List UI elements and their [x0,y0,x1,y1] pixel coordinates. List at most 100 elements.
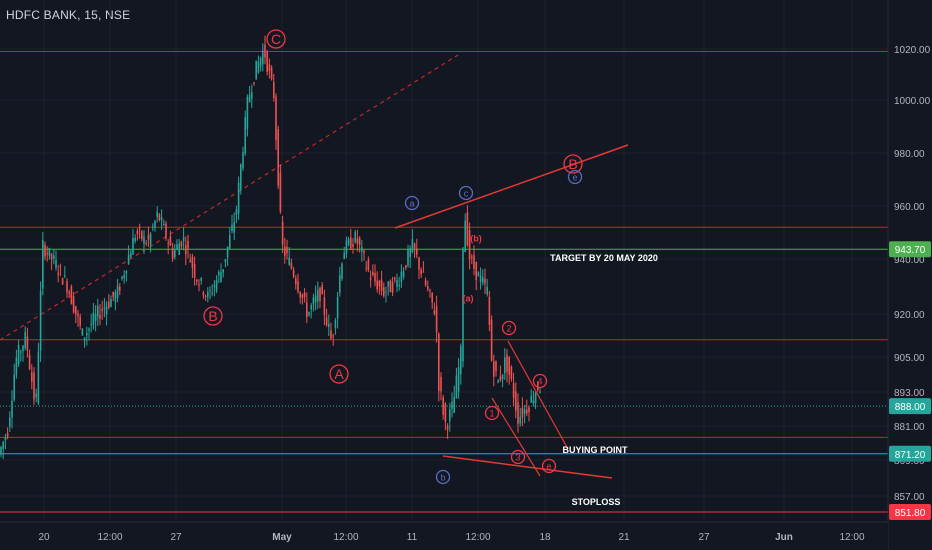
candle-body [506,354,508,372]
candle-body [457,367,460,392]
candle-body [312,297,315,305]
candle-body [334,320,337,328]
annotations: TARGET BY 20 MAY 2020 BUYING POINT STOPLOS… [203,29,658,507]
candle-body [81,329,84,336]
candle-body [376,280,378,290]
candle-body [484,278,486,284]
candle-body [369,277,372,280]
x-tick-label: 12:00 [97,532,122,543]
candle-body [521,407,524,418]
candle-body [266,51,268,73]
candle-body [158,213,161,221]
y-tick-label: 1020.00 [894,45,931,56]
candle-body [405,265,407,268]
x-tick-label: 27 [170,532,182,543]
wave-label-circle [329,364,349,384]
wave-label: a [409,199,414,209]
candle-body [31,372,33,382]
candle-body [515,391,517,411]
candle-body [268,64,271,71]
candle-body [367,259,370,271]
candle-body [528,407,530,413]
candle-body [435,306,438,333]
x-tick-label: 12:00 [333,532,358,543]
wave-label-circle [404,195,420,211]
wave-label-circle [266,29,286,49]
wave-label: e [546,462,551,472]
wave-label-circle [567,169,583,185]
candle-body [189,260,191,263]
candle-body [510,366,513,379]
candle-body [77,313,79,317]
candle-body [339,275,341,293]
wave-label: 1 [489,409,494,419]
candle-body [301,294,304,298]
candle-body [284,246,286,256]
candle-body [358,237,361,245]
candle-body [167,242,169,244]
candle-body [72,296,75,313]
candle-body [248,94,251,102]
candle-body [105,306,108,315]
candle-body [110,299,112,307]
candle-body [297,281,299,292]
candle-body [429,289,431,291]
candle-body [275,96,277,141]
candle-body [365,267,367,269]
candle-body [402,271,405,277]
candle-body [180,241,183,247]
grid [0,0,888,522]
candle-body [332,335,334,337]
candle-body [281,221,284,245]
candle-body [2,441,4,450]
candle-body [50,253,53,260]
candle-body [61,278,64,285]
candle-body [44,244,46,257]
candle-body [66,281,68,293]
candle-body [88,328,90,331]
candle-body [473,255,475,269]
candle-body [523,409,526,414]
candle-body [33,372,35,400]
wave-label-circle [458,185,474,201]
candle-body [46,253,48,255]
wave-label-circle [501,320,517,336]
x-tick-label: 12:00 [465,532,490,543]
candle-body [323,297,326,315]
candle-body [99,315,101,319]
candle-body [149,233,152,245]
candle-body [385,291,387,293]
candle-body [411,239,414,253]
candle-body [444,403,447,422]
x-tick-label: 27 [698,532,710,543]
candle-body [391,282,394,293]
y-tick-label: 920.00 [894,310,925,321]
candle-body [112,291,114,297]
candle-body [341,263,343,279]
horizontal-levels [0,51,888,513]
price-axis: 1020.00 1000.00 980.00 960.00 940.00 920.00 90… [887,0,932,550]
candle-body [286,247,288,254]
candle-body [39,290,42,351]
x-tick-label: 20 [38,532,50,543]
candle-body [347,239,350,245]
candle-body [477,272,480,277]
candle-body [196,279,198,282]
candle-body [116,285,119,298]
candle-body [497,380,499,383]
candle-body [394,277,396,280]
candle-body [363,250,365,253]
candle-body [466,212,469,246]
wave-label: (a) [463,294,474,304]
candle-body [101,309,103,311]
candle-body [134,237,136,241]
wave-label-circle [541,458,557,474]
wave-label: 4 [537,377,542,387]
candle-body [501,374,504,380]
candle-body [207,292,209,297]
candle-body [15,357,18,376]
candle-body [123,274,125,279]
candle-body [352,244,354,247]
candle-body [224,259,227,262]
